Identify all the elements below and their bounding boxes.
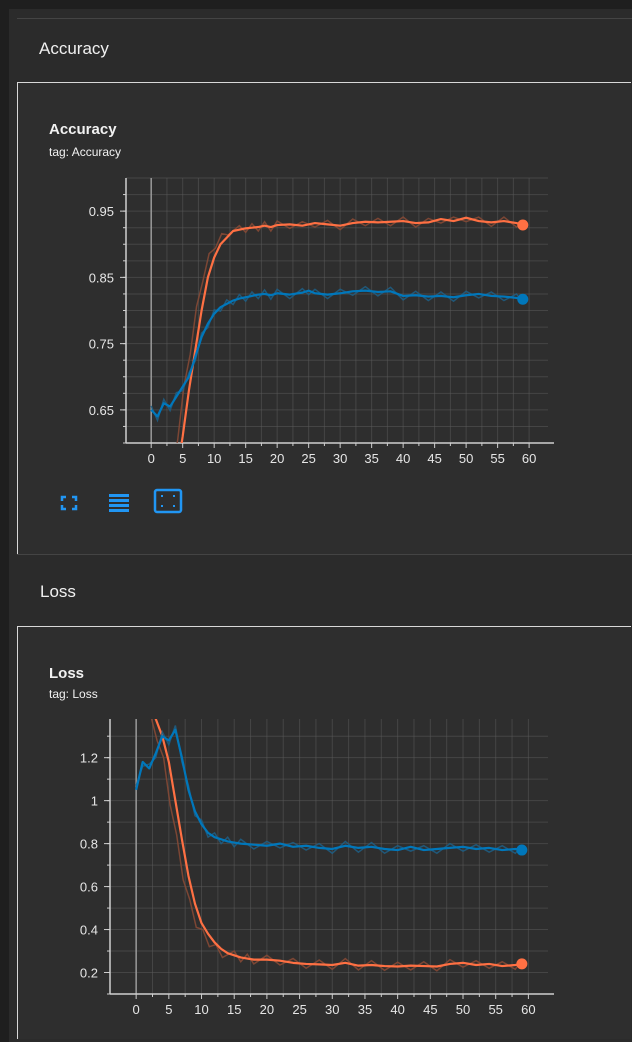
x-tick-label: 50 bbox=[459, 451, 473, 466]
x-tick-label: 60 bbox=[521, 1002, 535, 1017]
chart-tag: tag: Loss bbox=[49, 687, 98, 701]
fit-domain-button[interactable] bbox=[151, 486, 185, 516]
x-tick-label: 15 bbox=[227, 1002, 241, 1017]
chart-card-accuracy: Accuracy tag: Accuracy 0 5 10 15 20 25 30 35 40 4… bbox=[17, 82, 631, 556]
y-tick-label: 0.95 bbox=[89, 204, 114, 219]
fit-domain-icon bbox=[153, 488, 183, 514]
x-tick-label: 25 bbox=[301, 451, 315, 466]
series-raw-line bbox=[150, 719, 523, 972]
section-title: Accuracy bbox=[39, 39, 109, 58]
y-tick-label: 0.85 bbox=[89, 270, 114, 285]
x-tick-label: 25 bbox=[292, 1002, 306, 1017]
x-tick-label: 20 bbox=[270, 451, 284, 466]
y-tick-label: 0.75 bbox=[89, 337, 114, 352]
series-group bbox=[135, 672, 523, 972]
y-tick-label: 1.2 bbox=[80, 751, 98, 766]
series-end-point[interactable] bbox=[516, 844, 528, 856]
y-tick-label: 1 bbox=[91, 794, 98, 809]
series-raw-line bbox=[176, 216, 524, 443]
x-tick-label: 30 bbox=[333, 451, 347, 466]
series-line[interactable] bbox=[135, 728, 523, 852]
x-tick-label: 45 bbox=[423, 1002, 437, 1017]
y-tick-label: 0.4 bbox=[80, 923, 98, 938]
series-raw-line bbox=[150, 285, 524, 423]
fullscreen-icon bbox=[60, 495, 78, 511]
y-tick-label: 0.6 bbox=[80, 880, 98, 895]
toggle-y-log-button[interactable] bbox=[102, 488, 136, 518]
series-end-point[interactable] bbox=[516, 958, 528, 970]
series-end-point[interactable] bbox=[517, 293, 529, 305]
series-line[interactable] bbox=[136, 672, 523, 968]
chart-title: Accuracy bbox=[49, 121, 117, 138]
y-tick-label: 0.2 bbox=[80, 966, 98, 981]
x-tick-label: 50 bbox=[456, 1002, 470, 1017]
x-tick-label: 0 bbox=[133, 1002, 140, 1017]
chart-card-loss: Loss tag: Loss 0 5 10 15 20 25 30 35 40 45 50 55 60 0… bbox=[17, 626, 631, 1039]
x-tick-label: 10 bbox=[194, 1002, 208, 1017]
x-tick-label: 35 bbox=[364, 451, 378, 466]
x-tick-label: 20 bbox=[260, 1002, 274, 1017]
fullscreen-button[interactable] bbox=[52, 488, 86, 518]
x-tick-label: 45 bbox=[427, 451, 441, 466]
chart-title: Loss bbox=[49, 665, 85, 682]
x-tick-label: 10 bbox=[207, 451, 221, 466]
accuracy-chart[interactable]: 0 5 10 15 20 25 30 35 40 45 50 55 60 0.65 0.75 0.85 0.95 bbox=[18, 83, 631, 555]
plot-area: 0 5 10 15 20 25 30 35 40 45 50 55 60 0.2 0.4 0.6 0.8 1 1.2 bbox=[80, 672, 554, 1017]
section-header-accuracy[interactable]: Accuracy bbox=[17, 18, 632, 83]
y-tick-label: 0.8 bbox=[80, 837, 98, 852]
loss-chart[interactable]: 0 5 10 15 20 25 30 35 40 45 50 55 60 0.2 0.4 0.6 0.8 1 1.2 bbox=[18, 627, 631, 1039]
series-raw-line bbox=[135, 725, 523, 855]
x-tick-label: 40 bbox=[390, 1002, 404, 1017]
toggle-y-log-icon bbox=[109, 494, 129, 512]
x-tick-label: 40 bbox=[396, 451, 410, 466]
section-header-loss[interactable]: Loss bbox=[17, 554, 632, 627]
x-tick-label: 0 bbox=[148, 451, 155, 466]
x-tick-label: 5 bbox=[165, 1002, 172, 1017]
series-end-point[interactable] bbox=[517, 219, 529, 231]
x-tick-label: 55 bbox=[490, 451, 504, 466]
x-tick-label: 35 bbox=[358, 1002, 372, 1017]
series-line[interactable] bbox=[150, 289, 524, 418]
chart-tag: tag: Accuracy bbox=[49, 145, 122, 159]
section-title: Loss bbox=[40, 582, 76, 601]
x-tick-label: 15 bbox=[238, 451, 252, 466]
plot-area: 0 5 10 15 20 25 30 35 40 45 50 55 60 0.65 0.75 0.85 0.95 bbox=[89, 177, 554, 466]
y-tick-label: 0.65 bbox=[89, 403, 114, 418]
x-tick-label: 55 bbox=[488, 1002, 502, 1017]
x-tick-label: 30 bbox=[325, 1002, 339, 1017]
series-group bbox=[150, 216, 524, 443]
x-tick-label: 5 bbox=[179, 451, 186, 466]
x-tick-label: 60 bbox=[522, 451, 536, 466]
